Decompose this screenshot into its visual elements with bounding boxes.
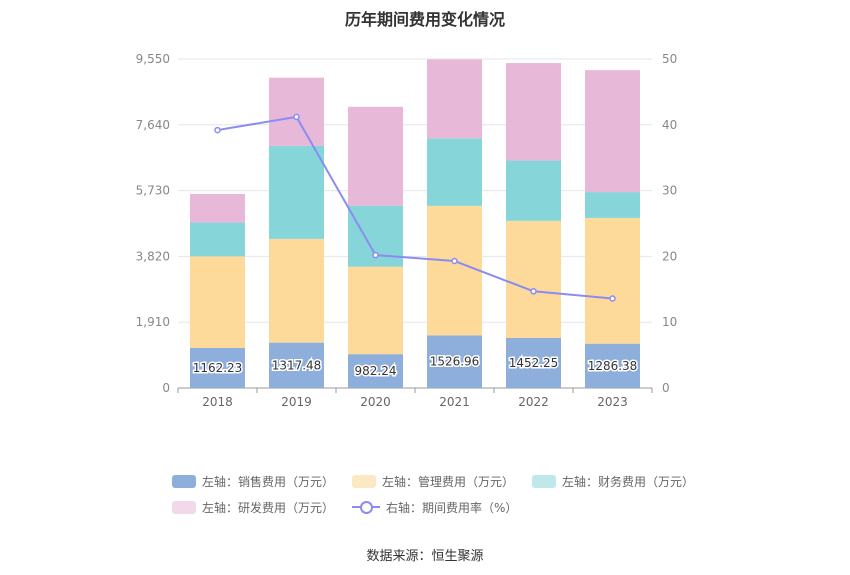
legend-item-rate[interactable]: 右轴：期间费用率（%）	[352, 499, 517, 516]
right-axis-ticks: 0 10 20 30 40 50	[662, 52, 677, 395]
bar-sales-2023	[585, 343, 640, 388]
bar-admin-2022	[506, 220, 561, 338]
legend-swatch-sales	[172, 474, 196, 488]
bar-sales-2018	[190, 347, 245, 388]
legend-item-sales[interactable]: 左轴：销售费用（万元）	[172, 473, 334, 490]
legend: 左轴：销售费用（万元） 左轴：管理费用（万元） 左轴：财务费用（万元） 左轴：研…	[172, 470, 694, 522]
legend-label-rnd: 左轴：研发费用（万元）	[202, 500, 335, 515]
line-point-2019	[293, 113, 300, 121]
bar-rnd-2020	[348, 106, 403, 206]
bar-finance-2021	[427, 138, 482, 206]
data-label-sales: 1286.38	[588, 359, 638, 373]
bar-sales-2021	[427, 335, 482, 388]
bar-series	[190, 59, 640, 388]
x-tick-label: 2022	[518, 395, 549, 409]
right-tick-label: 50	[662, 52, 677, 66]
line-point-2021	[451, 257, 458, 265]
data-label-sales: 1317.48	[272, 358, 322, 372]
legend-label-admin: 左轴：管理费用（万元）	[382, 474, 515, 489]
x-tick-label: 2023	[597, 395, 628, 409]
right-tick-label: 0	[662, 381, 670, 395]
bar-rnd-2022	[506, 63, 561, 161]
legend-item-admin[interactable]: 左轴：管理费用（万元）	[352, 473, 514, 490]
line-series	[214, 113, 616, 302]
x-axis-ticks: 2018 2019 2020 2021 2022 2023	[177, 388, 653, 409]
legend-item-rnd[interactable]: 左轴：研发费用（万元）	[172, 499, 334, 516]
legend-swatch-admin	[352, 474, 377, 488]
right-tick-label: 10	[662, 315, 677, 329]
left-tick-label: 1,910	[136, 315, 170, 329]
x-tick-label: 2020	[360, 395, 391, 409]
line-point-2023	[609, 295, 616, 302]
bar-admin-2021	[427, 205, 482, 336]
bar-rnd-2023	[585, 70, 640, 193]
left-tick-label: 0	[162, 381, 170, 395]
line-point-2020	[372, 251, 379, 259]
legend-label-rate: 右轴：期间费用率（%）	[386, 500, 518, 515]
legend-swatch-finance	[532, 474, 557, 488]
left-axis-ticks: 0 1,910 3,820 5,730 7,640 9,550	[136, 52, 170, 395]
bar-admin-2018	[190, 256, 245, 348]
data-label-sales: 1452.25	[509, 356, 559, 370]
left-tick-label: 7,640	[136, 118, 170, 132]
bar-admin-2023	[585, 217, 640, 344]
legend-item-finance[interactable]: 左轴：财务费用（万元）	[532, 473, 694, 490]
chart-title: 历年期间费用变化情况	[344, 10, 505, 29]
bar-sales-2020	[348, 354, 403, 388]
legend-label-sales: 左轴：销售费用（万元）	[202, 474, 335, 489]
left-tick-label: 3,820	[136, 249, 170, 263]
bar-sales-2022	[506, 337, 561, 388]
data-label-sales: 982.24	[355, 364, 397, 378]
line-point-2022	[530, 288, 537, 295]
bar-rnd-2018	[190, 193, 245, 223]
bar-finance-2019	[269, 145, 324, 239]
legend-swatch-rnd	[172, 500, 196, 514]
bar-admin-2020	[348, 266, 403, 355]
bar-finance-2018	[190, 222, 245, 257]
bar-finance-2022	[506, 160, 561, 221]
bar-sales-2019	[269, 342, 324, 388]
legend-swatch-rate	[352, 500, 381, 514]
bar-admin-2019	[269, 238, 324, 343]
bar-rnd-2021	[427, 59, 482, 139]
right-tick-label: 40	[662, 118, 677, 132]
bar-finance-2023	[585, 192, 640, 218]
data-labels: 1162.23 1317.48 982.24 1526.96 1452.25 1286.3…	[191, 353, 639, 379]
x-tick-label: 2019	[281, 395, 312, 409]
left-tick-label: 5,730	[136, 184, 170, 198]
left-tick-label: 9,550	[136, 52, 170, 66]
data-label-sales: 1162.23	[193, 361, 243, 375]
legend-label-finance: 左轴：财务费用（万元）	[562, 474, 695, 489]
data-label-sales: 1526.96	[430, 355, 480, 369]
x-tick-label: 2021	[439, 395, 470, 409]
right-tick-label: 30	[662, 184, 677, 198]
gridlines	[178, 58, 652, 389]
bar-rnd-2019	[269, 77, 324, 146]
x-tick-label: 2018	[202, 395, 233, 409]
data-source: 数据来源：恒生聚源	[366, 549, 484, 564]
line-rate	[217, 115, 613, 300]
right-tick-label: 20	[662, 249, 677, 263]
line-point-2018	[214, 126, 221, 134]
